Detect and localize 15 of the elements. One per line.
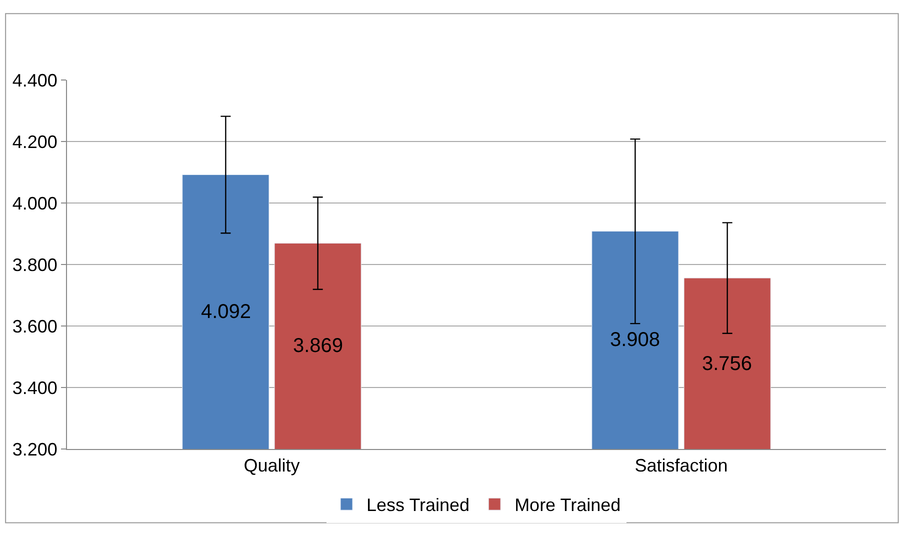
x-tick-label: Satisfaction [634,456,728,476]
x-tick-label: Quality [244,456,300,476]
data-label: 3.869 [293,335,344,357]
data-label: 3.756 [702,353,752,375]
y-tick-label: 4.200 [12,132,58,152]
y-tick-label: 3.200 [12,439,58,460]
data-label: 3.908 [610,329,660,351]
legend-label: More Trained [514,495,621,516]
y-tick-label: 4.000 [12,193,58,214]
y-tick-label: 4.400 [12,70,58,90]
y-tick-label: 3.400 [12,378,58,398]
data-label: 4.092 [201,301,252,323]
y-tick-label: 3.600 [12,316,58,336]
y-tick-label: 3.800 [12,254,58,275]
legend-label: Less Trained [366,495,470,516]
